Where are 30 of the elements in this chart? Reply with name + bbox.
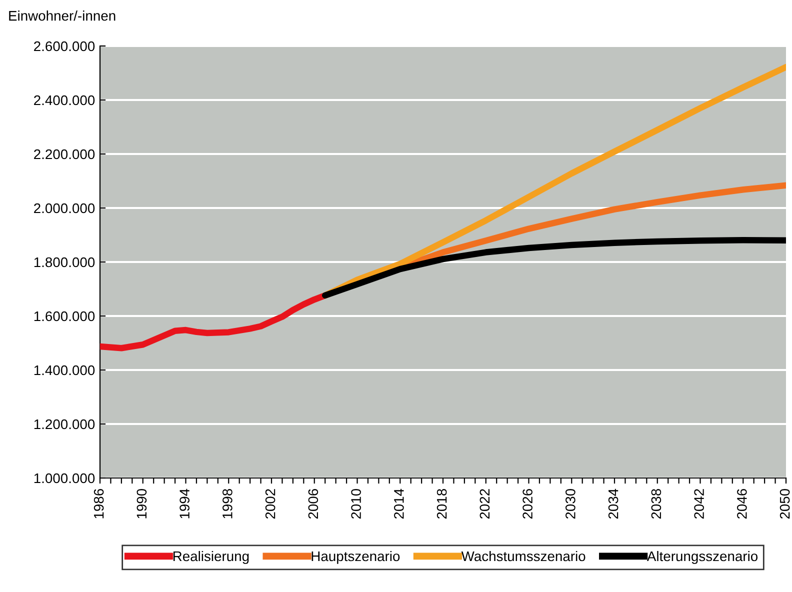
x-tick-label: 2006 — [308, 489, 318, 519]
x-tick-label: 2046 — [737, 489, 747, 519]
legend-label: Hauptszenario — [312, 550, 400, 564]
x-tick-label: 2038 — [651, 489, 662, 519]
x-tick-label: 2050 — [780, 488, 790, 519]
x-tick-label: 2010 — [351, 488, 361, 519]
legend-label: Alterungsszenario — [646, 550, 758, 564]
legend-label: Realisierung — [173, 550, 249, 564]
x-tick-label: 1998 — [222, 489, 232, 518]
x-tick-label: 1990 — [136, 488, 147, 518]
x-tick-label: 2034 — [608, 488, 618, 519]
y-tick-label: 2.000.000 — [34, 203, 95, 214]
x-tick-label: 1986 — [94, 489, 104, 518]
x-tick-label: 2014 — [394, 488, 404, 519]
x-tick-label: 1994 — [180, 488, 190, 518]
x-tick-label: 2018 — [436, 489, 447, 519]
y-tick-label: 1.800.000 — [34, 257, 95, 268]
x-tick-label: 2002 — [265, 489, 276, 519]
x-tick-label: 2030 — [566, 488, 576, 519]
y-tick-label: 1.200.000 — [34, 419, 95, 430]
y-tick-label: 1.400.000 — [34, 365, 95, 376]
y-tick-label: 2.400.000 — [34, 95, 95, 106]
y-tick-label: 1.600.000 — [34, 311, 95, 322]
y-axis-title: Einwohner/-innen — [9, 10, 116, 21]
y-tick-label: 2.600.000 — [34, 41, 95, 52]
y-tick-label: 2.200.000 — [34, 149, 95, 160]
y-tick-label: 1.000.000 — [34, 473, 95, 484]
x-tick-label: 2026 — [522, 489, 532, 519]
x-tick-label: 2042 — [694, 489, 704, 519]
x-tick-label: 2022 — [480, 489, 490, 519]
